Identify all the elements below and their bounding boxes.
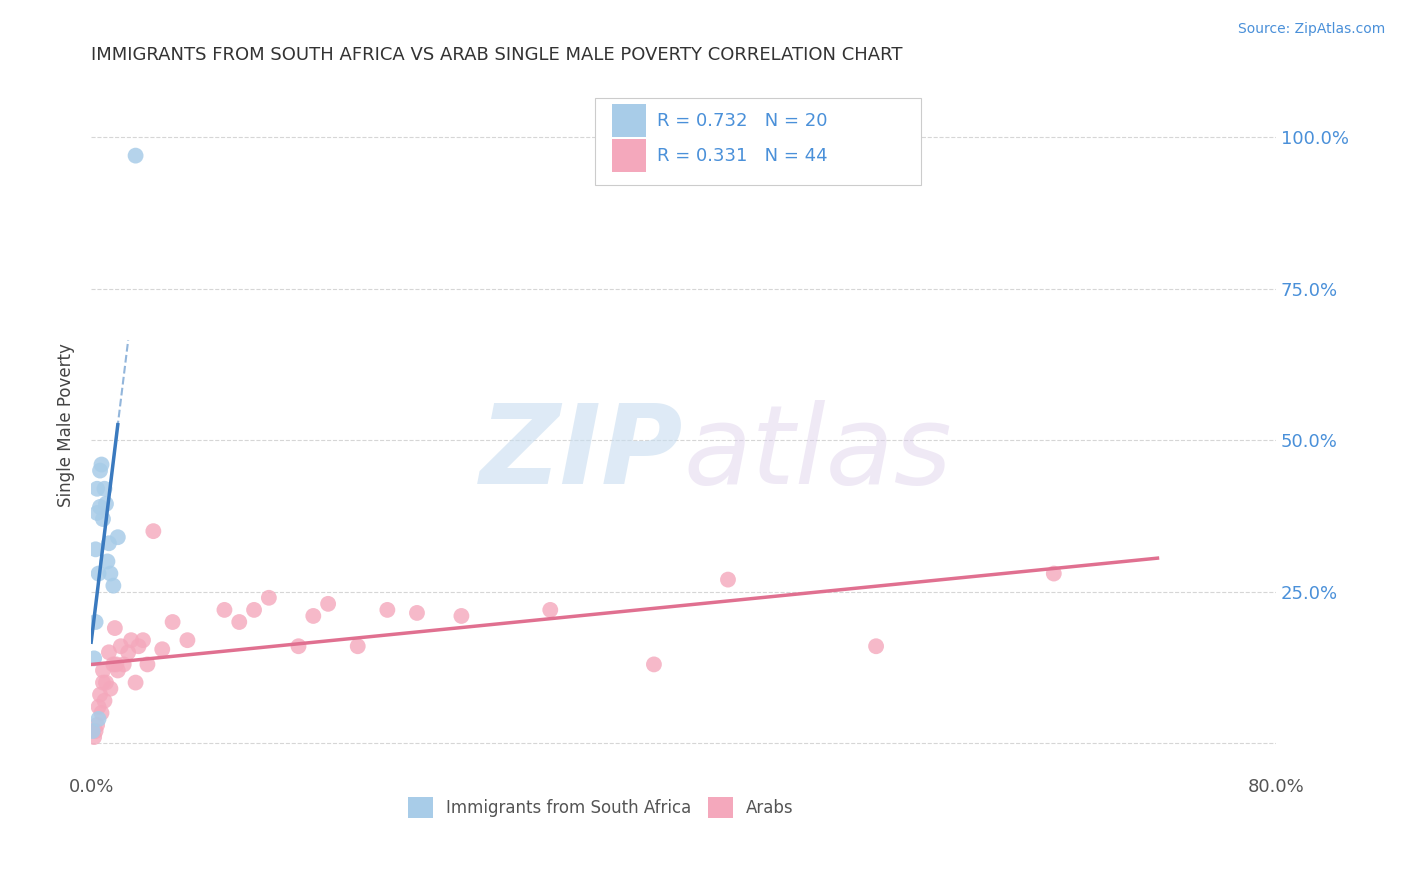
Point [90, 706, 112, 720]
Point [86, 482, 108, 496]
Text: R = 0.331   N = 44: R = 0.331 N = 44 [658, 147, 828, 165]
Point [287, 639, 309, 653]
Point [94, 675, 117, 690]
Point [89, 464, 111, 478]
Point [124, 148, 146, 162]
Point [103, 657, 125, 672]
Point [93, 694, 115, 708]
Point [377, 603, 399, 617]
Point [97, 536, 120, 550]
Point [128, 639, 150, 653]
Point [142, 524, 165, 538]
Point [346, 639, 368, 653]
Point [105, 657, 128, 672]
Point [104, 621, 127, 635]
Point [717, 573, 740, 587]
Point [316, 597, 339, 611]
Point [120, 633, 142, 648]
Point [257, 591, 280, 605]
Point [84, 724, 107, 739]
Point [107, 664, 129, 678]
Text: ZIP: ZIP [479, 400, 683, 507]
Point [214, 603, 236, 617]
Legend: Immigrants from South Africa, Arabs: Immigrants from South Africa, Arabs [401, 790, 800, 824]
Point [83, 651, 105, 665]
Point [87, 566, 110, 581]
Bar [613, 104, 645, 137]
Point [91, 664, 114, 678]
Point [84, 615, 107, 629]
Point [103, 579, 125, 593]
Text: IMMIGRANTS FROM SOUTH AFRICA VS ARAB SINGLE MALE POVERTY CORRELATION CHART: IMMIGRANTS FROM SOUTH AFRICA VS ARAB SIN… [91, 46, 903, 64]
Point [538, 603, 561, 617]
Point [87, 712, 110, 726]
Text: R = 0.732   N = 20: R = 0.732 N = 20 [658, 112, 828, 130]
Point [302, 609, 325, 624]
Point [643, 657, 665, 672]
Point [1043, 566, 1066, 581]
Point [132, 633, 155, 648]
Text: Source: ZipAtlas.com: Source: ZipAtlas.com [1237, 22, 1385, 37]
Point [90, 458, 112, 472]
Point [107, 530, 129, 544]
Point [94, 497, 117, 511]
Bar [613, 139, 645, 172]
Point [150, 642, 173, 657]
Point [112, 657, 135, 672]
Point [89, 500, 111, 514]
Point [84, 542, 107, 557]
Point [100, 681, 122, 696]
Point [117, 645, 139, 659]
Point [176, 633, 198, 648]
Point [82, 724, 104, 739]
Text: atlas: atlas [683, 400, 952, 507]
Point [162, 615, 184, 629]
Point [124, 675, 146, 690]
Y-axis label: Single Male Poverty: Single Male Poverty [58, 343, 75, 507]
Point [450, 609, 472, 624]
Point [93, 482, 115, 496]
Point [86, 506, 108, 520]
Point [91, 675, 114, 690]
Point [91, 512, 114, 526]
Point [87, 699, 110, 714]
Point [110, 639, 132, 653]
Point [243, 603, 266, 617]
Point [89, 688, 111, 702]
Point [96, 554, 118, 568]
Point [97, 645, 120, 659]
Point [100, 566, 122, 581]
Point [86, 718, 108, 732]
Point [406, 606, 429, 620]
FancyBboxPatch shape [595, 98, 921, 185]
Point [228, 615, 250, 629]
Point [83, 730, 105, 744]
Point [865, 639, 887, 653]
Point [136, 657, 159, 672]
